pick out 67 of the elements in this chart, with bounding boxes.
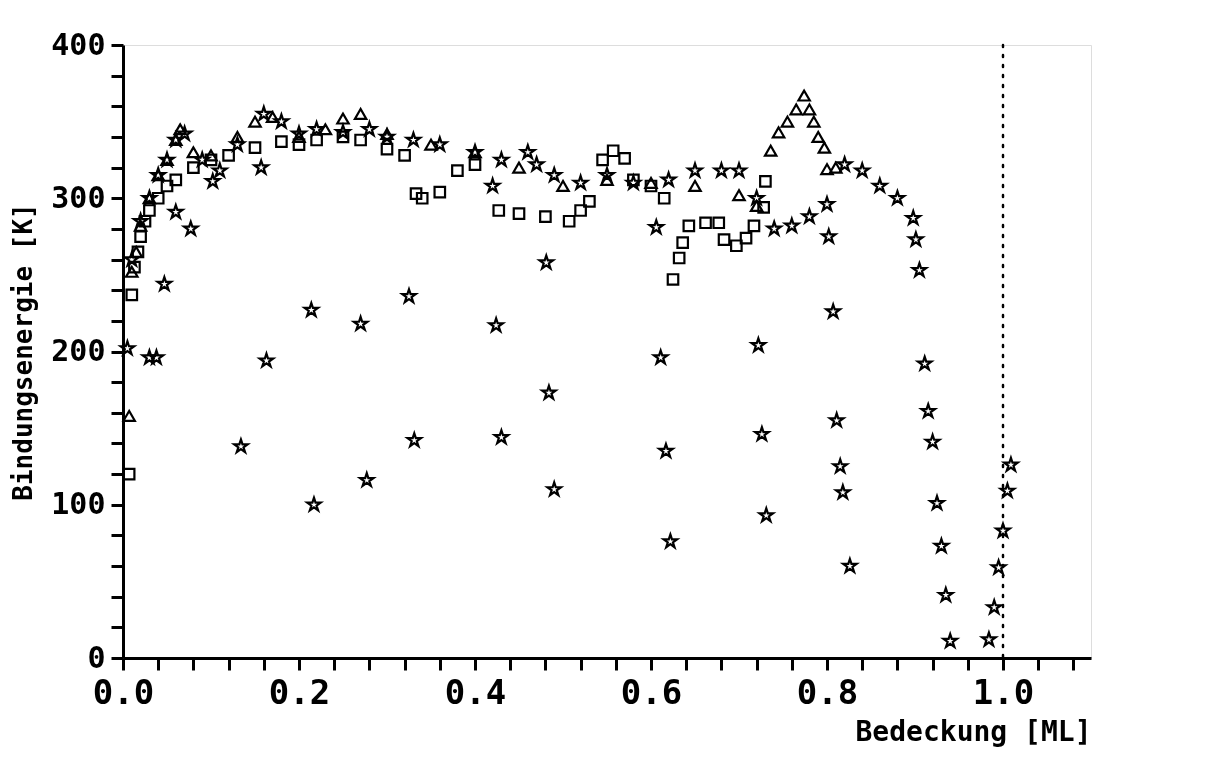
point [467,144,483,160]
point [433,185,447,199]
point [657,191,671,205]
point [789,103,803,116]
point [354,133,367,147]
x-tick-label: 0.8 [796,671,859,712]
point [606,144,620,158]
point [222,149,235,162]
point [451,164,464,178]
point [672,251,686,265]
y-axis-title: Bindungsenergie [K] [8,203,39,501]
point [682,219,696,233]
point [562,214,576,228]
point [169,173,183,187]
point [539,210,552,223]
point [759,175,772,188]
point [512,207,526,220]
point [468,158,482,171]
point [122,409,136,422]
point [817,141,832,154]
point [353,107,368,120]
y-tick-label: 200 [51,333,106,368]
x-axis-title: Bedeckung [ML] [855,714,1092,748]
point [688,179,702,193]
point [771,126,786,139]
point [807,115,821,128]
point [644,176,658,189]
point [134,230,147,243]
point [712,216,726,230]
point [797,89,811,102]
x-tick-label: 1.0 [972,671,1035,712]
point [160,179,174,193]
point [747,219,761,233]
point [512,161,526,174]
point [763,144,778,157]
point [574,204,587,217]
point [125,288,139,302]
x-tick-label: 0.4 [444,671,507,712]
point [717,233,731,246]
point [409,187,423,200]
point [151,191,165,205]
point [556,179,570,193]
y-tick-label: 100 [51,486,106,522]
point [618,152,631,165]
point [644,179,658,193]
point [699,216,712,230]
y-tick-label: 300 [51,179,106,215]
point [820,163,834,176]
point [780,115,795,128]
point [275,135,288,148]
point [676,236,690,250]
point [802,103,817,116]
y-tick-label: 400 [51,26,106,62]
point [739,231,753,245]
point [730,239,743,253]
point [811,130,825,143]
x-tick-label: 0.2 [268,671,331,712]
point [380,142,394,156]
point [596,153,609,167]
point [415,191,429,205]
point [583,194,596,208]
point [492,204,506,217]
point [732,189,746,202]
x-tick-label: 0.6 [620,671,683,712]
point [248,141,262,155]
point [666,273,680,286]
point [398,149,411,162]
